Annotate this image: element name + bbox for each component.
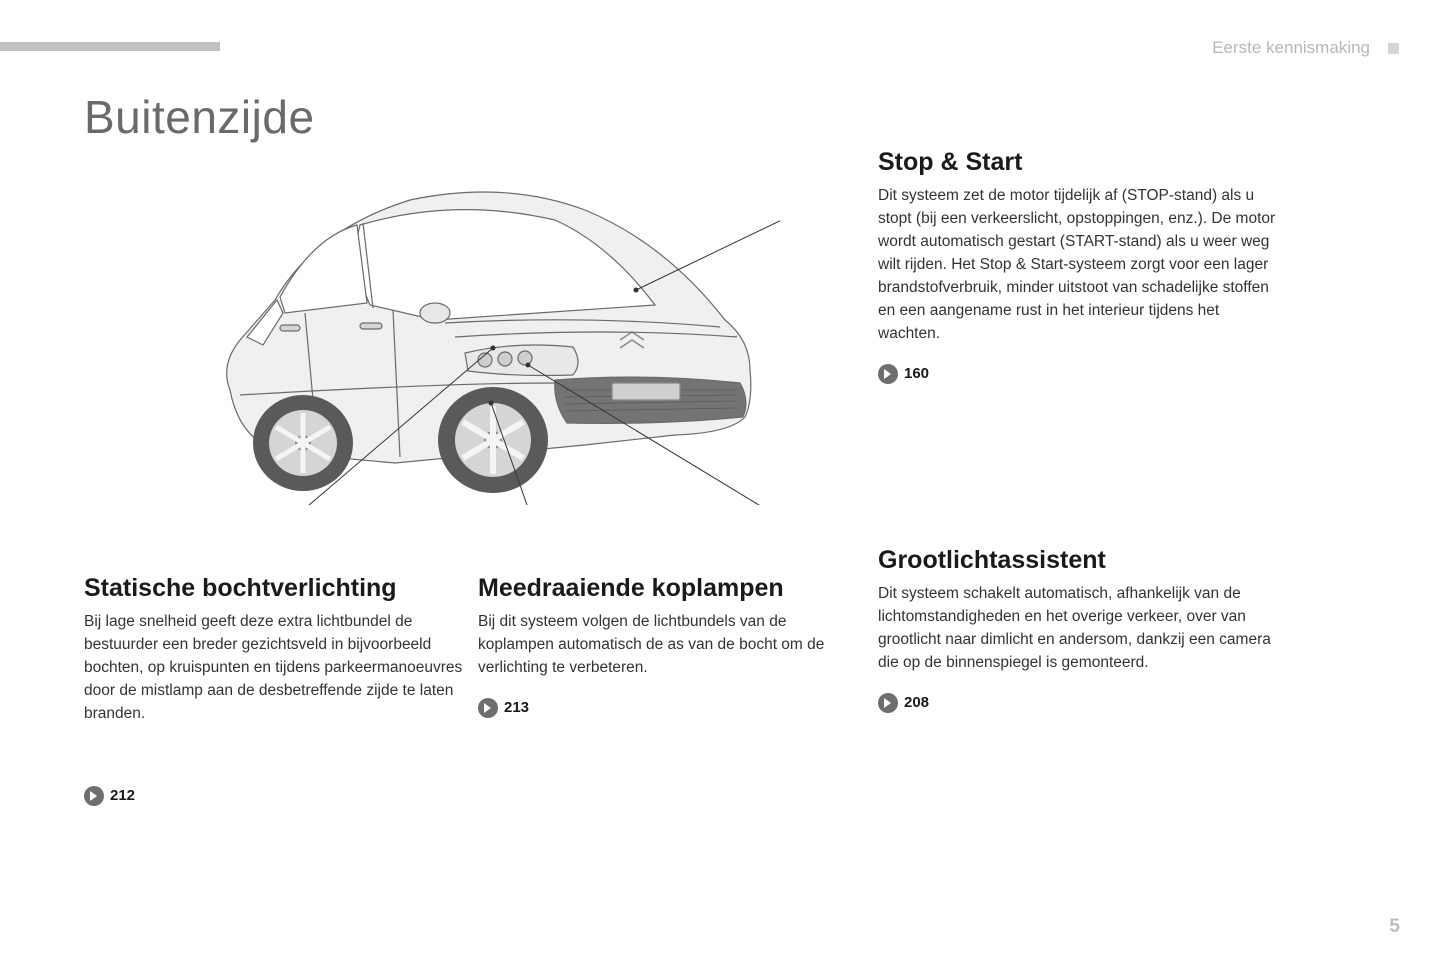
page-ref-icon (878, 693, 898, 713)
meedraai-body: Bij dit systeem volgen de lichtbundels v… (478, 611, 858, 680)
stop-start-body: Dit systeem zet de motor tijdelijk af (S… (878, 185, 1278, 346)
stop-start-ref-number: 160 (904, 365, 929, 382)
statisch-body: Bij lage snelheid geeft deze extra licht… (84, 611, 464, 726)
statisch-title: Statische bochtverlichting (84, 574, 464, 603)
stop-start-title: Stop & Start (878, 148, 1278, 177)
meedraai-title: Meedraaiende koplampen (478, 574, 858, 603)
grootlicht-body: Dit systeem schakelt automatisch, afhank… (878, 583, 1278, 675)
grootlicht-title: Grootlichtassistent (878, 546, 1278, 575)
section-grootlicht: Grootlichtassistent Dit systeem schakelt… (878, 546, 1278, 713)
meedraai-pageref[interactable]: 213 (478, 698, 858, 718)
page-number: 5 (1389, 916, 1400, 938)
section-meedraai: Meedraaiende koplampen Bij dit systeem v… (478, 574, 858, 718)
header-accent-bar (0, 42, 220, 51)
header-square-icon (1388, 43, 1399, 54)
grootlicht-pageref[interactable]: 208 (878, 693, 1278, 713)
statisch-ref-number: 212 (110, 787, 135, 804)
header-section-label: Eerste kennismaking (1212, 38, 1370, 58)
page-ref-icon (84, 786, 104, 806)
section-stop-start: Stop & Start Dit systeem zet de motor ti… (878, 148, 1278, 384)
header-section: Eerste kennismaking (1212, 38, 1399, 58)
page-ref-icon (478, 698, 498, 718)
car-diagram (185, 165, 780, 505)
page-title: Buitenzijde (84, 90, 315, 144)
section-statisch: Statische bochtverlichting Bij lage snel… (84, 574, 464, 806)
meedraai-ref-number: 213 (504, 699, 529, 716)
statisch-pageref[interactable]: 212 (84, 786, 464, 806)
stop-start-pageref[interactable]: 160 (878, 364, 1278, 384)
page-ref-icon (878, 364, 898, 384)
grootlicht-ref-number: 208 (904, 694, 929, 711)
